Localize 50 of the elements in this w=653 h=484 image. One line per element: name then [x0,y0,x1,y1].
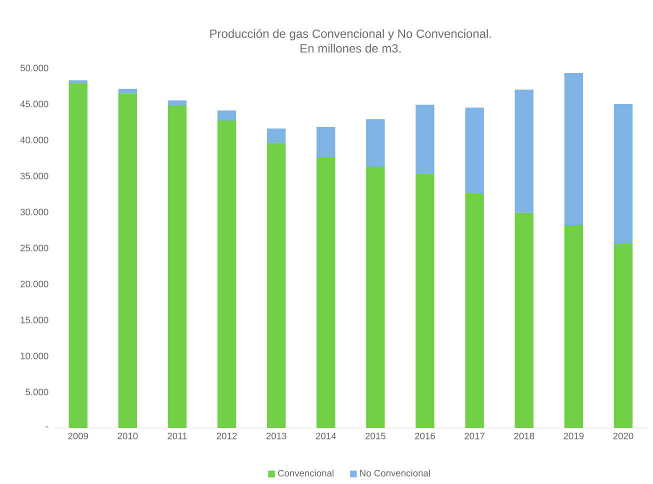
y-tick-label: 50.000 [20,64,48,72]
y-tick-label: 25.000 [20,244,48,252]
y-tick-label: 45.000 [20,100,48,108]
bar [316,127,336,158]
x-tick-label: 2009 [68,432,88,440]
bar [267,128,286,144]
y-tick-label: 30.000 [20,208,48,216]
bar [168,106,187,428]
y-tick-label: 10.000 [20,352,48,360]
bar [217,110,236,121]
x-tick-label: 2014 [316,432,336,440]
bar [514,212,534,428]
bar [614,243,633,428]
legend-label: Convencional [278,470,334,477]
bar [316,158,336,428]
bar [416,174,434,428]
bar [564,73,583,226]
y-tick-label: 35.000 [20,172,48,180]
bar [514,90,534,213]
x-tick-label: 2015 [366,432,386,440]
bar [465,194,484,428]
chart-title: Producción de gas Convencional y No Convencional. En millones de m3. [210,29,491,53]
y-tick-label: - [46,426,48,428]
y-tick-label: 5.000 [26,388,48,396]
bar [614,104,633,244]
x-tick-label: 2018 [514,432,534,440]
bar [416,104,434,174]
bar [366,119,385,167]
x-tick-label: 2020 [613,432,634,440]
bar [217,120,236,428]
x-tick-label: 2013 [266,432,286,440]
x-tick-label: 2010 [118,432,138,440]
x-tick-label: 2017 [464,432,484,440]
y-tick-label: 15.000 [20,316,48,324]
y-tick-label: 40.000 [20,136,48,144]
bar [68,80,88,84]
bar [118,93,138,428]
bar [366,166,385,428]
bar [168,100,187,106]
bar [564,225,583,428]
x-tick-label: 2019 [564,432,584,440]
x-tick-label: 2016 [415,432,435,440]
bar [465,108,484,194]
bar [68,83,88,428]
legend-label: No Convencional [360,470,430,477]
bar [267,143,286,428]
x-tick-label: 2011 [168,432,187,440]
y-tick-label: 20.000 [20,280,48,288]
bar [118,89,138,94]
x-tick-label: 2012 [216,432,237,440]
